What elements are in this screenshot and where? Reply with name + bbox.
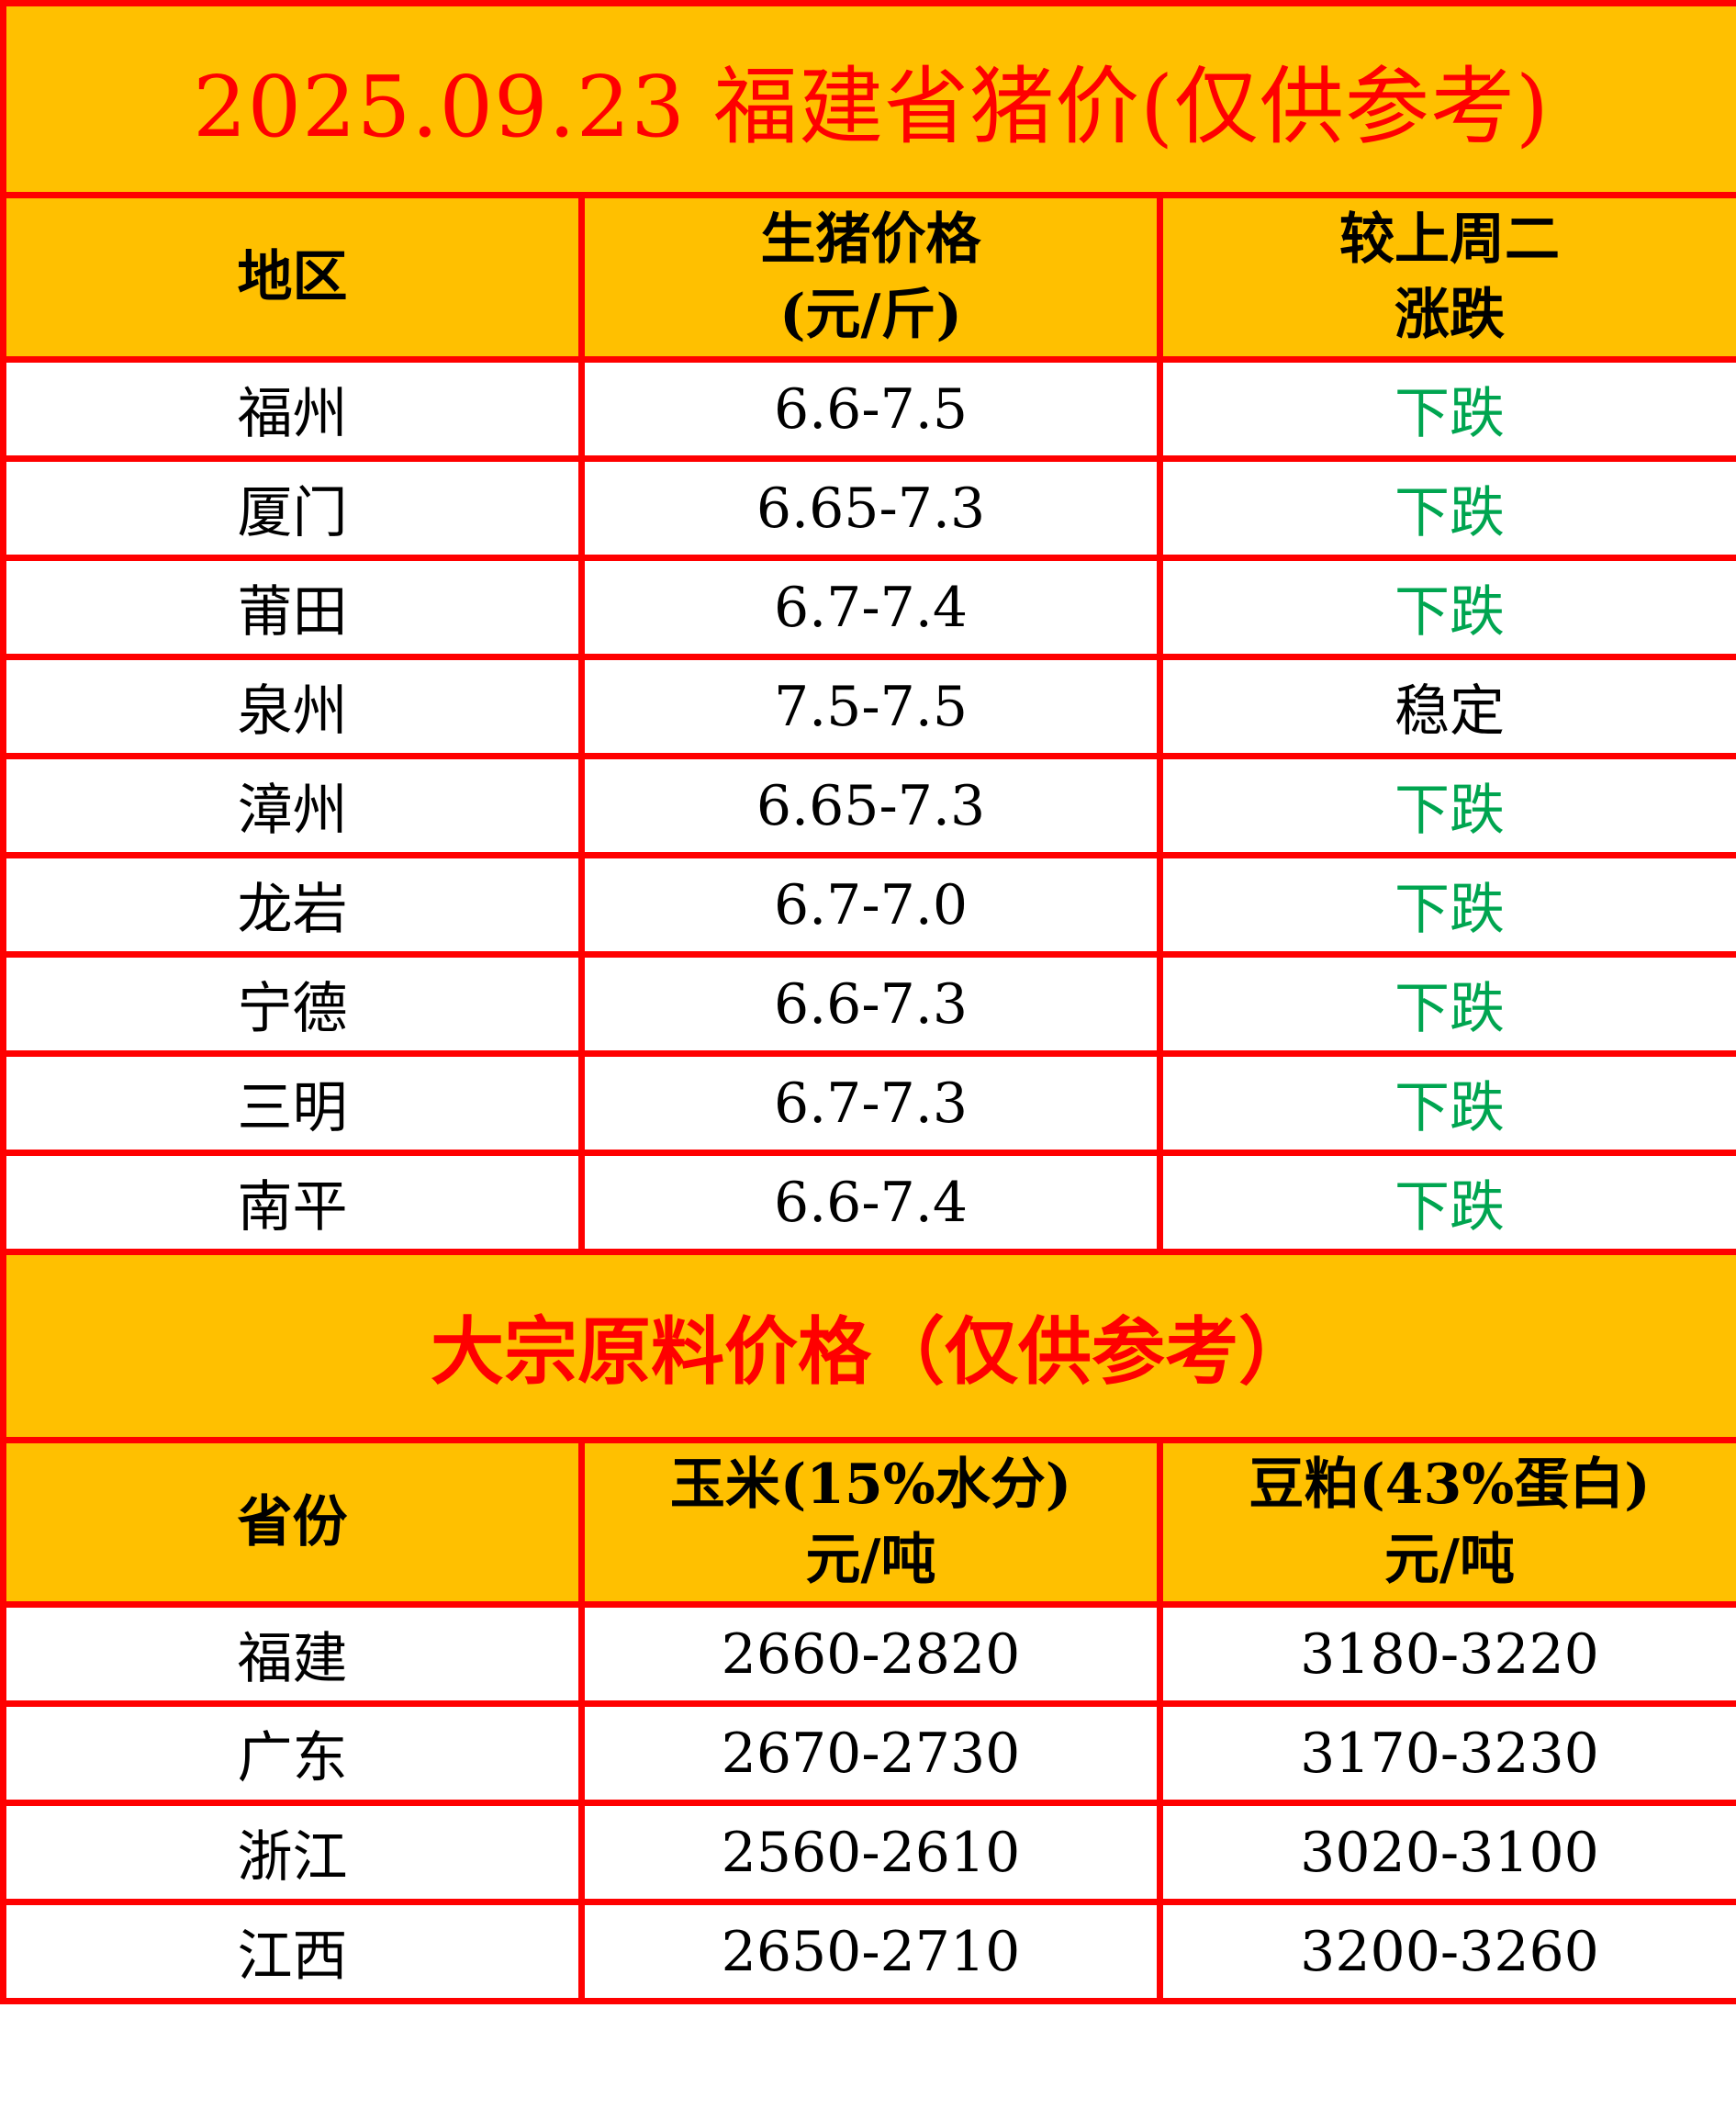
table-row: 三明 6.7-7.3 下跌: [0, 1050, 1736, 1156]
change-cell: 下跌: [1156, 1050, 1736, 1156]
pork-header-cell: 较上周二 涨跌: [1156, 192, 1736, 363]
table-row: 宁德 6.6-7.3 下跌: [0, 951, 1736, 1057]
region-cell: 三明: [0, 1050, 585, 1156]
price-cell: 6.7-7.4: [578, 555, 1163, 660]
header-line: 玉米(15%水分): [669, 1453, 1072, 1517]
change-cell: 下跌: [1156, 555, 1736, 660]
pork-header-row: 地区 生猪价格 (元/斤) 较上周二涨跌: [0, 192, 1736, 363]
change-cell: 下跌: [1156, 1150, 1736, 1255]
region-cell: 宁德: [0, 951, 585, 1057]
feed-header-row: 省份 玉米(15%水分) 元/吨 豆粕(43%蛋白) 元/吨: [0, 1437, 1736, 1608]
soymeal-price-cell: 3200-3260: [1156, 1899, 1736, 2004]
table-row: 江西 2650-2710 3200-3260: [0, 1899, 1736, 2004]
table-row: 泉州 7.5-7.5 稳定: [0, 654, 1736, 759]
corn-price-cell: 2670-2730: [578, 1700, 1163, 1806]
province-cell: 广东: [0, 1700, 585, 1806]
pork-title: 2025.09.23 福建省猪价(仅供参考): [0, 0, 1736, 198]
province-cell: 江西: [0, 1899, 585, 2004]
price-cell: 6.7-7.3: [578, 1050, 1163, 1156]
change-cell: 下跌: [1156, 951, 1736, 1057]
change-cell: 下跌: [1156, 753, 1736, 858]
price-cell: 6.65-7.3: [578, 753, 1163, 858]
pork-header-cell: 生猪价格 (元/斤): [578, 192, 1163, 363]
region-cell: 南平: [0, 1150, 585, 1255]
price-cell: 7.5-7.5: [578, 654, 1163, 759]
region-cell: 厦门: [0, 455, 585, 561]
header-line: 省份: [237, 1490, 348, 1554]
feed-title-row: 大宗原料价格（仅供参考）: [0, 1249, 1736, 1443]
province-cell: 浙江: [0, 1800, 585, 1905]
header-line: 涨跌: [1394, 283, 1506, 347]
header-line: (元/斤): [779, 283, 962, 347]
soymeal-price-cell: 3180-3220: [1156, 1601, 1736, 1707]
header-line: 元/吨: [805, 1528, 936, 1592]
table-row: 厦门 6.65-7.3 下跌: [0, 455, 1736, 561]
feed-title: 大宗原料价格（仅供参考）: [0, 1249, 1736, 1443]
header-line: 元/吨: [1384, 1528, 1515, 1592]
table-row: 南平 6.6-7.4 下跌: [0, 1150, 1736, 1255]
table-row: 龙岩 6.7-7.0 下跌: [0, 852, 1736, 958]
feed-header-cell: 省份: [0, 1437, 585, 1608]
header-line: 豆粕(43%蛋白): [1249, 1453, 1651, 1517]
corn-price-cell: 2660-2820: [578, 1601, 1163, 1707]
price-cell: 6.6-7.3: [578, 951, 1163, 1057]
table-row: 漳州 6.65-7.3 下跌: [0, 753, 1736, 858]
table-row: 福建 2660-2820 3180-3220: [0, 1601, 1736, 1707]
table-row: 广东 2670-2730 3170-3230: [0, 1700, 1736, 1806]
feed-header-cell: 玉米(15%水分) 元/吨: [578, 1437, 1163, 1608]
soymeal-price-cell: 3020-3100: [1156, 1800, 1736, 1905]
feed-header-cell: 豆粕(43%蛋白) 元/吨: [1156, 1437, 1736, 1608]
price-cell: 6.7-7.0: [578, 852, 1163, 958]
province-cell: 福建: [0, 1601, 585, 1707]
change-cell: 下跌: [1156, 852, 1736, 958]
region-cell: 莆田: [0, 555, 585, 660]
price-cell: 6.6-7.4: [578, 1150, 1163, 1255]
corn-price-cell: 2650-2710: [578, 1899, 1163, 2004]
price-table: 2025.09.23 福建省猪价(仅供参考) 地区 生猪价格 (元/斤) 较上周二涨跌福…: [0, 0, 1736, 2004]
header-line: 较上周二: [1339, 208, 1561, 272]
change-cell: 稳定: [1156, 654, 1736, 759]
change-cell: 下跌: [1156, 356, 1736, 462]
price-cell: 6.6-7.5: [578, 356, 1163, 462]
table-row: 浙江 2560-2610 3020-3100: [0, 1800, 1736, 1905]
table-row: 莆田 6.7-7.4 下跌: [0, 555, 1736, 660]
region-cell: 漳州: [0, 753, 585, 858]
pork-header-cell: 地区: [0, 192, 585, 363]
pork-title-row: 2025.09.23 福建省猪价(仅供参考): [0, 0, 1736, 198]
region-cell: 泉州: [0, 654, 585, 759]
table-row: 福州 6.6-7.5 下跌: [0, 356, 1736, 462]
soymeal-price-cell: 3170-3230: [1156, 1700, 1736, 1806]
header-line: 生猪价格: [760, 208, 981, 272]
region-cell: 福州: [0, 356, 585, 462]
header-line: 地区: [237, 245, 348, 309]
change-cell: 下跌: [1156, 455, 1736, 561]
price-cell: 6.65-7.3: [578, 455, 1163, 561]
region-cell: 龙岩: [0, 852, 585, 958]
corn-price-cell: 2560-2610: [578, 1800, 1163, 1905]
